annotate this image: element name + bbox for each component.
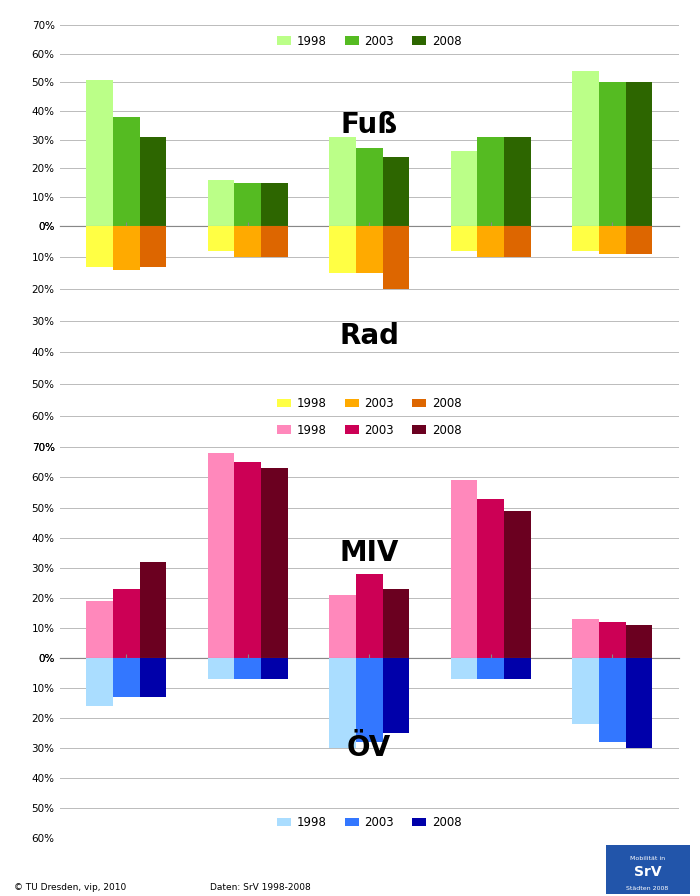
- Bar: [208, 180, 234, 226]
- Text: MIV: MIV: [340, 538, 399, 567]
- Bar: [383, 157, 410, 226]
- Bar: [598, 226, 626, 254]
- Bar: [208, 226, 234, 251]
- Bar: [383, 589, 410, 659]
- Bar: [113, 659, 140, 697]
- Bar: [86, 80, 113, 226]
- Bar: [504, 659, 531, 679]
- Bar: [383, 659, 410, 733]
- Bar: [208, 659, 234, 679]
- Bar: [261, 183, 288, 226]
- Bar: [477, 137, 504, 226]
- Bar: [234, 462, 261, 659]
- Bar: [140, 137, 167, 226]
- Bar: [356, 659, 383, 742]
- Bar: [504, 137, 531, 226]
- Bar: [572, 71, 598, 226]
- Legend: 1998, 2003, 2008: 1998, 2003, 2008: [272, 30, 466, 53]
- Bar: [113, 116, 140, 226]
- Bar: [451, 151, 477, 226]
- Text: Städten 2008: Städten 2008: [626, 886, 668, 891]
- Legend: 1998, 2003, 2008: 1998, 2003, 2008: [272, 419, 466, 442]
- Bar: [234, 226, 261, 257]
- Bar: [261, 659, 288, 679]
- Bar: [329, 659, 356, 748]
- Bar: [113, 589, 140, 659]
- Text: SrV: SrV: [634, 865, 662, 879]
- Bar: [261, 226, 288, 257]
- Bar: [451, 659, 477, 679]
- Bar: [383, 226, 410, 289]
- Bar: [477, 498, 504, 659]
- Text: Rad: Rad: [340, 323, 399, 350]
- Bar: [86, 226, 113, 267]
- Bar: [626, 625, 652, 659]
- Bar: [598, 622, 626, 659]
- Bar: [140, 659, 167, 697]
- Bar: [261, 469, 288, 659]
- Bar: [451, 226, 477, 251]
- Bar: [572, 659, 598, 724]
- Bar: [208, 453, 234, 659]
- Bar: [356, 574, 383, 659]
- Bar: [86, 659, 113, 706]
- Bar: [140, 226, 167, 267]
- Bar: [504, 226, 531, 257]
- Bar: [356, 148, 383, 226]
- Bar: [598, 82, 626, 226]
- Bar: [477, 659, 504, 679]
- Legend: 1998, 2003, 2008: 1998, 2003, 2008: [272, 811, 466, 833]
- Bar: [113, 226, 140, 270]
- Bar: [356, 226, 383, 273]
- Text: Mobilität in: Mobilität in: [630, 857, 665, 861]
- Bar: [451, 480, 477, 659]
- Bar: [86, 601, 113, 659]
- Text: ÖV: ÖV: [347, 734, 391, 762]
- Bar: [626, 226, 652, 254]
- Bar: [572, 226, 598, 251]
- Bar: [329, 595, 356, 659]
- Text: Daten: SrV 1998-2008: Daten: SrV 1998-2008: [210, 883, 311, 892]
- Bar: [477, 226, 504, 257]
- Text: © TU Dresden, vip, 2010: © TU Dresden, vip, 2010: [14, 883, 126, 892]
- Bar: [329, 226, 356, 273]
- Bar: [598, 659, 626, 742]
- Text: Fuß: Fuß: [341, 111, 398, 140]
- Bar: [234, 183, 261, 226]
- Bar: [329, 137, 356, 226]
- Bar: [234, 659, 261, 679]
- Bar: [626, 82, 652, 226]
- Bar: [626, 659, 652, 748]
- Bar: [140, 562, 167, 659]
- Bar: [572, 619, 598, 659]
- Bar: [504, 511, 531, 659]
